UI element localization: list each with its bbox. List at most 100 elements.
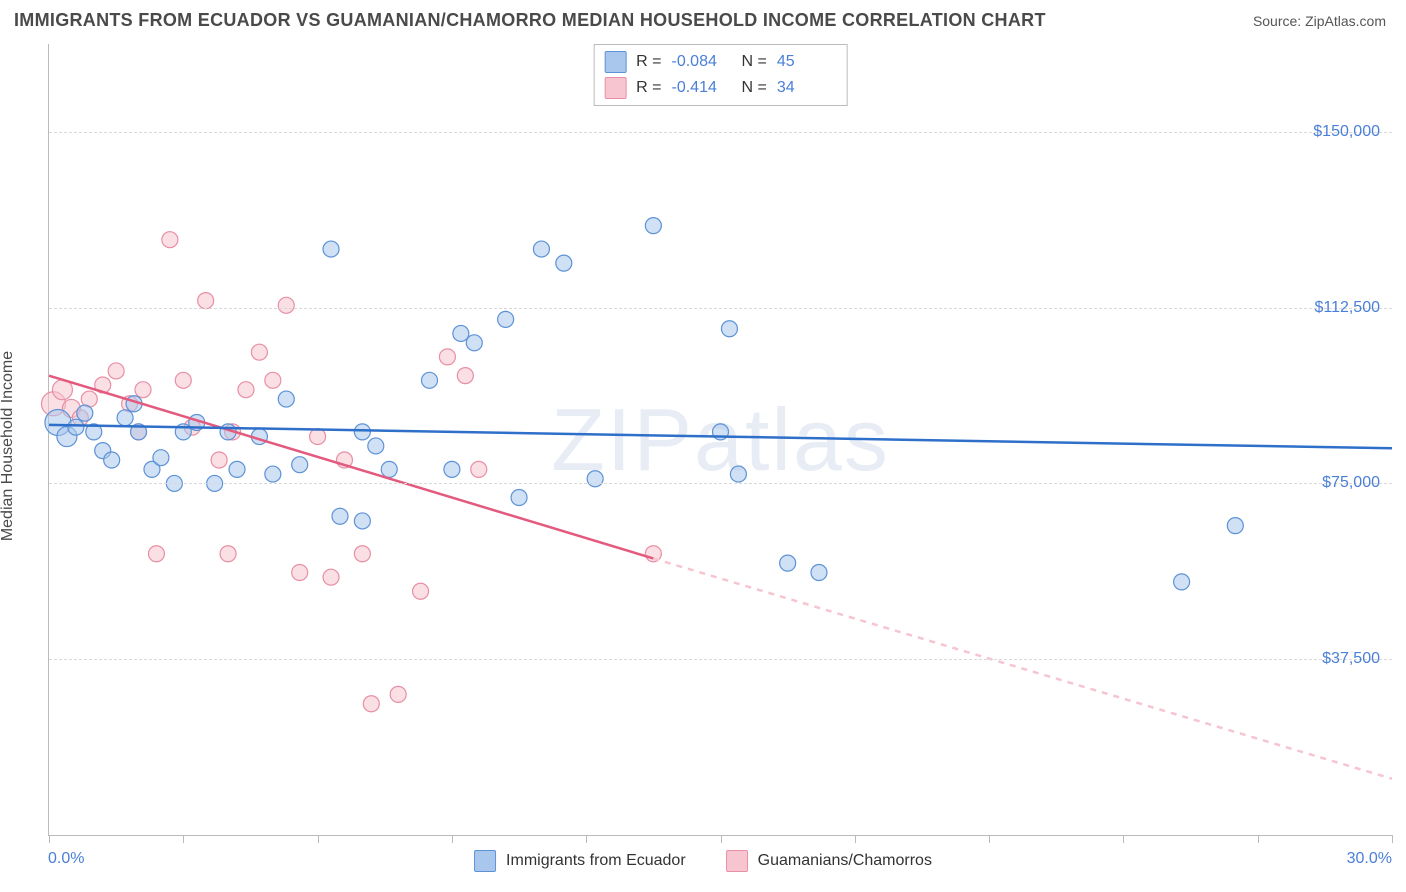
x-axis-min-label: 0.0% (48, 850, 84, 868)
r-value-guamanian: -0.414 (672, 79, 732, 97)
scatter-point (422, 372, 438, 388)
scatter-point (645, 218, 661, 234)
scatter-point (229, 461, 245, 477)
x-tick (721, 835, 722, 843)
scatter-point (117, 410, 133, 426)
scatter-point (104, 452, 120, 468)
scatter-point (148, 546, 164, 562)
chart-title: IMMIGRANTS FROM ECUADOR VS GUAMANIAN/CHA… (14, 10, 1046, 31)
n-label: N = (742, 79, 767, 97)
correlation-legend-row-guamanian: R = -0.414 N = 34 (604, 75, 837, 101)
scatter-point (198, 293, 214, 309)
plot-area: ZIPatlas R = -0.084 N = 45 R = -0.414 N … (48, 44, 1392, 836)
gridline (49, 308, 1392, 309)
x-tick (452, 835, 453, 843)
legend-item-ecuador: Immigrants from Ecuador (474, 850, 686, 872)
scatter-point (323, 241, 339, 257)
scatter-point (381, 461, 397, 477)
scatter-point (556, 255, 572, 271)
scatter-point (721, 321, 737, 337)
swatch-ecuador (474, 850, 496, 872)
scatter-point (278, 391, 294, 407)
scatter-point (265, 372, 281, 388)
n-label: N = (742, 53, 767, 71)
scatter-point (211, 452, 227, 468)
scatter-point (1227, 518, 1243, 534)
x-tick (855, 835, 856, 843)
x-tick (318, 835, 319, 843)
legend-label-ecuador: Immigrants from Ecuador (506, 852, 686, 870)
n-value-guamanian: 34 (777, 79, 837, 97)
scatter-point (220, 546, 236, 562)
scatter-point (363, 696, 379, 712)
y-tick-label: $75,000 (1322, 474, 1380, 492)
scatter-point (292, 457, 308, 473)
x-tick (989, 835, 990, 843)
correlation-legend-row-ecuador: R = -0.084 N = 45 (604, 49, 837, 75)
scatter-point (811, 565, 827, 581)
y-tick-label: $112,500 (1314, 299, 1380, 317)
scatter-point (278, 297, 294, 313)
y-tick-label: $37,500 (1322, 650, 1380, 668)
scatter-point (730, 466, 746, 482)
scatter-point (413, 583, 429, 599)
regression-line (653, 558, 1392, 778)
scatter-point (77, 405, 93, 421)
x-tick (1258, 835, 1259, 843)
scatter-point (68, 419, 84, 435)
scatter-point (332, 508, 348, 524)
gridline (49, 132, 1392, 133)
plot-surface: ZIPatlas R = -0.084 N = 45 R = -0.414 N … (48, 44, 1392, 836)
scatter-point (251, 344, 267, 360)
legend-label-guamanian: Guamanians/Chamorros (758, 852, 932, 870)
scatter-point (238, 382, 254, 398)
y-tick-label: $150,000 (1313, 123, 1380, 141)
scatter-point (108, 363, 124, 379)
scatter-point (780, 555, 796, 571)
swatch-ecuador (604, 51, 626, 73)
scatter-point (457, 368, 473, 384)
gridline (49, 483, 1392, 484)
scatter-point (439, 349, 455, 365)
x-tick (183, 835, 184, 843)
scatter-point (354, 546, 370, 562)
swatch-guamanian (726, 850, 748, 872)
scatter-point (162, 232, 178, 248)
chart-container: IMMIGRANTS FROM ECUADOR VS GUAMANIAN/CHA… (0, 0, 1406, 892)
scatter-point (175, 372, 191, 388)
x-tick (1392, 835, 1393, 843)
x-tick (1123, 835, 1124, 843)
scatter-point (498, 311, 514, 327)
scatter-point (466, 335, 482, 351)
scatter-point (323, 569, 339, 585)
r-value-ecuador: -0.084 (672, 53, 732, 71)
x-axis-max-label: 30.0% (1347, 850, 1392, 868)
scatter-point (354, 424, 370, 440)
x-tick (586, 835, 587, 843)
scatter-point (354, 513, 370, 529)
scatter-point (153, 450, 169, 466)
scatter-point (292, 565, 308, 581)
chart-source: Source: ZipAtlas.com (1253, 13, 1386, 29)
gridline (49, 659, 1392, 660)
scatter-point (265, 466, 281, 482)
scatter-point (511, 490, 527, 506)
scatter-point (533, 241, 549, 257)
scatter-point (444, 461, 460, 477)
y-axis-label: Median Household Income (0, 351, 17, 541)
scatter-point (310, 429, 326, 445)
regression-line (49, 376, 653, 559)
scatter-point (368, 438, 384, 454)
scatter-point (1174, 574, 1190, 590)
chart-svg (49, 44, 1392, 835)
scatter-point (453, 325, 469, 341)
legend-item-guamanian: Guamanians/Chamorros (726, 850, 932, 872)
n-value-ecuador: 45 (777, 53, 837, 71)
r-label: R = (636, 53, 661, 71)
x-tick (49, 835, 50, 843)
scatter-point (471, 461, 487, 477)
r-label: R = (636, 79, 661, 97)
chart-header: IMMIGRANTS FROM ECUADOR VS GUAMANIAN/CHA… (0, 0, 1406, 37)
swatch-guamanian (604, 77, 626, 99)
scatter-point (390, 686, 406, 702)
